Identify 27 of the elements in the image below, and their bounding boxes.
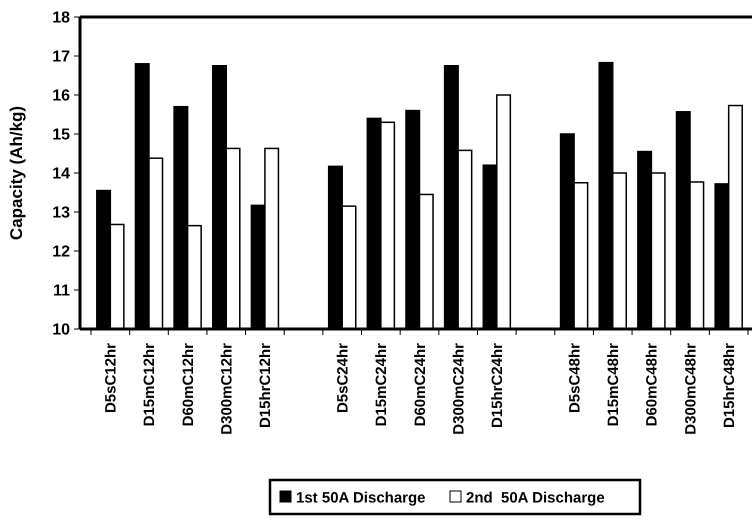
y-tick-label: 11: [53, 282, 70, 300]
x-tick-label: D60mC12hr: [180, 342, 197, 426]
x-tick-label: D15hrC12hr: [257, 342, 274, 428]
x-tick-label: D5sC24hr: [334, 342, 352, 414]
y-tick-label: 16: [52, 88, 70, 105]
x-tick-label: D15hrC48hr: [720, 342, 738, 428]
y-tick-label: 15: [52, 126, 70, 144]
x-tick-label: D300mC24hr: [450, 342, 468, 435]
y-axis-title: Capacity (Ah/kg): [7, 106, 26, 240]
y-tick-label: 13: [52, 204, 70, 222]
x-tick-label: D15mC48hr: [604, 342, 622, 426]
y-tick-label: 14: [52, 166, 70, 183]
legend-label: 2nd 50A Discharge: [466, 489, 605, 506]
x-tick-label: D15hrC24hr: [489, 342, 506, 428]
x-tick-label: D5sC12hr: [102, 342, 120, 414]
x-tick-label: D15mC24hr: [373, 342, 390, 426]
x-tick-label: D60mC48hr: [644, 342, 661, 426]
x-tick-label: D300mC12hr: [218, 342, 236, 435]
x-tick-label: D5sC48hr: [566, 342, 584, 414]
legend-label: 1st 50A Discharge: [296, 489, 426, 506]
y-tick-label: 18: [52, 10, 70, 27]
x-tick-label: D300mC48hr: [682, 342, 700, 435]
x-tick-label: D60mC24hr: [412, 342, 429, 426]
y-tick-label: 10: [52, 322, 70, 339]
y-tick-label: 12: [52, 244, 70, 261]
y-tick-label: 17: [52, 48, 70, 66]
x-tick-label: D15mC12hr: [141, 342, 158, 426]
